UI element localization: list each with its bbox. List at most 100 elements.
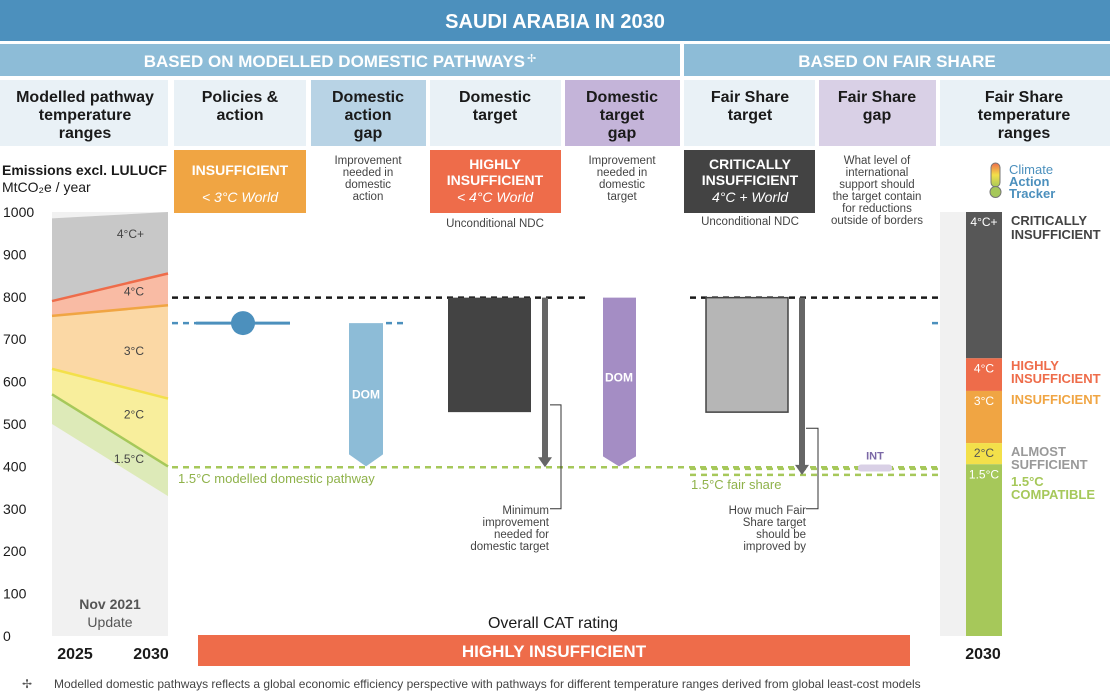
modelled-band-label: 1.5°C (114, 452, 144, 466)
y-tick-label: 1000 (3, 204, 34, 220)
logo-line3: Tracker (1009, 186, 1055, 201)
dom-target-arrow (538, 297, 552, 468)
y-tick-label: 400 (3, 458, 27, 474)
modelled-band-label: 3°C (124, 344, 144, 358)
col-header-dom-target-gap: Domestic target gap (586, 89, 658, 142)
cat-logo: Climate Action Tracker (989, 162, 1055, 201)
note-line: Improvement (588, 155, 656, 167)
fs-improve-bracket (806, 427, 819, 510)
modelled-band-label: 2°C (124, 408, 144, 422)
fs-scale-name: CRITICALLY (1011, 213, 1087, 228)
y-tick-label: 700 (3, 331, 27, 347)
note-line: the target contain (833, 191, 922, 203)
col-header-line: action (344, 107, 391, 124)
fs-scale-name: INSUFFICIENT (1011, 371, 1101, 386)
fs-target-arrow (795, 297, 809, 475)
note-line: domestic (345, 179, 391, 191)
col-bg-dom-target-gap (565, 80, 680, 146)
col-header-line: Fair Share (838, 89, 916, 106)
dom-action-gap-label: DOM (352, 388, 380, 402)
logo-line1: Climate (1009, 162, 1053, 177)
fs-scale-label: 1.5°C (969, 467, 999, 481)
right-section-title: BASED ON FAIR SHARE (798, 52, 995, 71)
left-section-bar (0, 44, 680, 76)
fs-scale-label: 2°C (974, 446, 994, 460)
fs-scale-segment (966, 212, 1002, 359)
page-title: SAUDI ARABIA IN 2030 (445, 11, 665, 33)
note-fs-gap: What level of international support shou… (831, 155, 923, 227)
note-dom-target-gap: Improvement needed in domestic target (588, 155, 656, 203)
col-header-line: gap (354, 125, 383, 142)
note-line: target (607, 191, 637, 203)
note-line: support should (839, 179, 914, 191)
rating-policies-world: < 3°C World (202, 189, 279, 205)
right-section-bar (684, 44, 1110, 76)
fs-scale-label: 3°C (974, 394, 994, 408)
col-bg-fs-gap (819, 80, 936, 146)
col-header-line: Modelled pathway (16, 89, 154, 106)
rating-fs-target-title1: CRITICALLY (709, 156, 792, 172)
rating-box-dom-target (430, 150, 561, 213)
y-tick-label: 300 (3, 501, 27, 517)
fs-scale-label: 4°C (974, 361, 994, 375)
fs-scale-name: INSUFFICIENT (1011, 392, 1101, 407)
note-line: Minimum (502, 505, 549, 517)
fs-scale-name: ALMOST (1011, 444, 1066, 459)
rating-fs-target-world: 4°C + World (712, 189, 789, 205)
col-header-line: target (600, 107, 645, 124)
footnote-text: Modelled domestic pathways reflects a gl… (54, 677, 921, 691)
col-header-line: Fair Share (985, 89, 1063, 106)
fs-scale-name: HIGHLY (1011, 358, 1059, 373)
note-line: needed for (494, 529, 549, 541)
int-marker (858, 464, 892, 472)
modelled-band (52, 394, 168, 497)
col-bg-policies (174, 80, 306, 146)
note-line: outside of borders (831, 215, 923, 227)
modelled-boundary-line (51, 272, 169, 303)
rating-box-policies (174, 150, 306, 213)
note-dom-action-gap: Improvement needed in domestic action (334, 155, 402, 203)
y-tick-label: 800 (3, 289, 27, 305)
y-tick-label: 900 (3, 246, 27, 262)
modelled-band (52, 212, 168, 302)
fs-scale-segment (966, 390, 1002, 444)
fs-scale-name: COMPATIBLE (1011, 487, 1095, 502)
thermometer-bulb-icon (989, 186, 1002, 198)
rating-fs-target-title2: INSUFFICIENT (702, 172, 799, 188)
col-header-line: action (216, 107, 263, 124)
fair-share-path-label: 1.5°C fair share (691, 477, 781, 492)
col-header-policies: Policies & action (202, 89, 279, 124)
col-header-line: Policies & (202, 89, 279, 106)
note-line: How much Fair (729, 505, 806, 517)
dom-target-note: Unconditional NDC (446, 218, 544, 230)
modelled-bands (51, 212, 169, 497)
title-bar (0, 0, 1110, 41)
y-tick-label: 0 (3, 628, 11, 644)
y-tick-label: 600 (3, 374, 27, 390)
fs-target-note: Unconditional NDC (701, 216, 799, 228)
rating-dom-target-title1: HIGHLY (469, 156, 521, 172)
col-bg-dom-action-gap (311, 80, 426, 146)
note-min-improvement: Minimum improvement needed for domestic … (470, 505, 549, 553)
col-header-fs-gap: Fair Share gap (838, 89, 916, 124)
col-header-line: Domestic (332, 89, 404, 106)
y-tick-label: 100 (3, 586, 27, 602)
band-labels: 4°C+ 4°C 3°C 2°C 1.5°C (114, 227, 144, 466)
col-bg-fs-target (684, 80, 815, 146)
y-tick-label: 500 (3, 416, 27, 432)
col-header-line: temperature (39, 107, 132, 124)
col-header-fs-target: Fair Share target (711, 89, 789, 124)
overall-rating-bar (198, 635, 910, 666)
note-line: improved by (743, 541, 806, 553)
modelled-boundary-line (51, 304, 169, 318)
col-header-line: target (728, 107, 773, 124)
note-line: for reductions (842, 203, 912, 215)
note-line: Improvement (334, 155, 402, 167)
fs-scale-segment (966, 443, 1002, 465)
dom-target-gap-arrow (603, 297, 636, 467)
rating-dom-target-world: < 4°C World (457, 189, 534, 205)
fs-scale-name: 1.5°C (1011, 474, 1044, 489)
note-line: domestic target (470, 541, 549, 553)
note-fs-improve: How much Fair Share target should be imp… (729, 505, 807, 553)
